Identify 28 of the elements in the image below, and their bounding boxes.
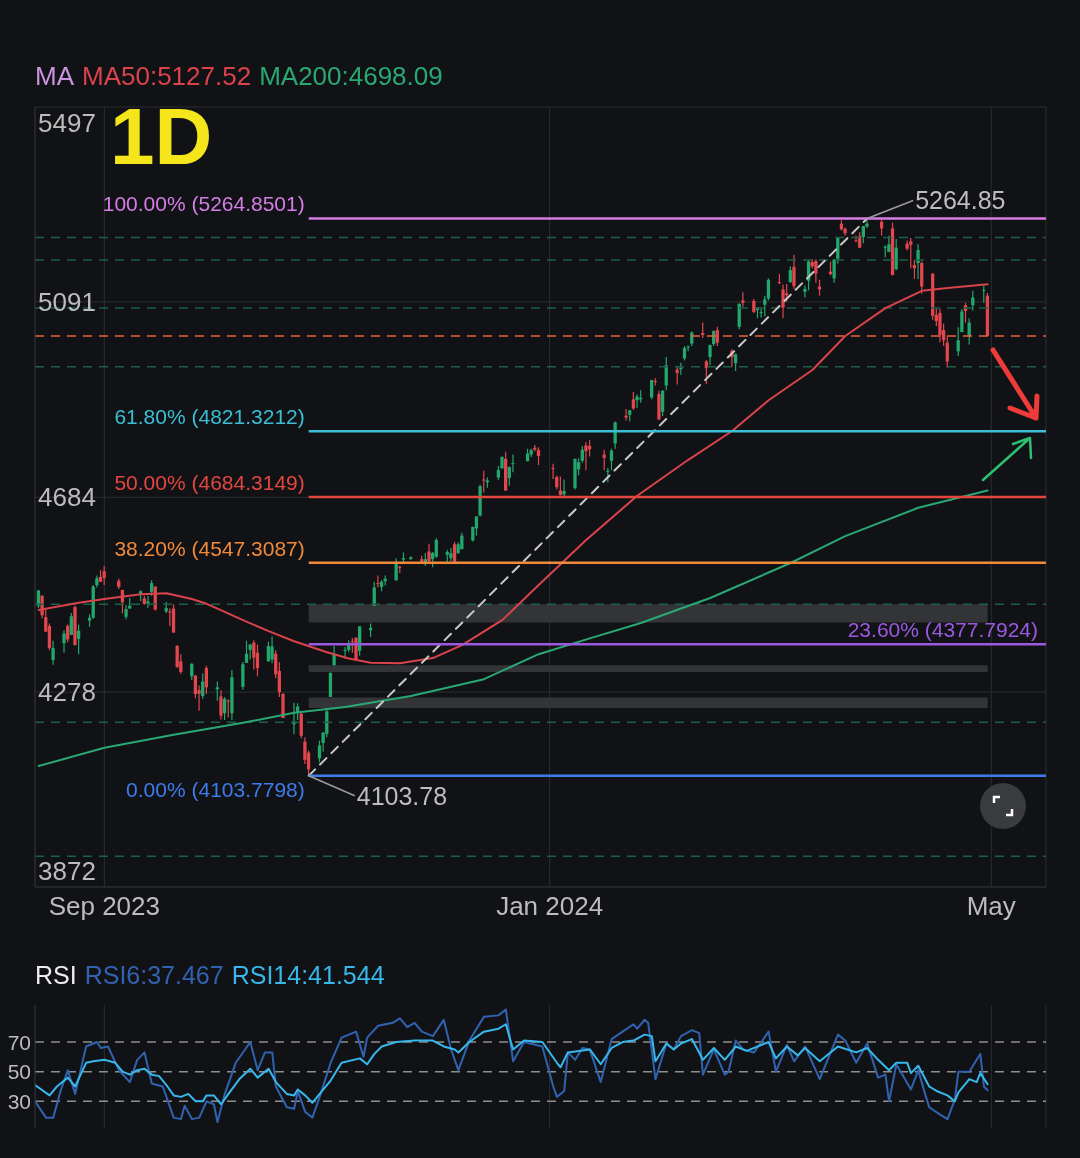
ref-line-label: 100.00% (5264.8501) xyxy=(102,192,305,216)
annotation: 5264.85 xyxy=(915,186,1006,215)
y-tick-label: 70 xyxy=(7,1030,31,1054)
ref-line-label: 0.00% (4103.7798) xyxy=(126,777,305,801)
ref-line-label: 50.00% (4684.3149) xyxy=(114,471,305,495)
text: RSI14:41.544 xyxy=(231,960,385,990)
line-series xyxy=(35,1008,989,1124)
text: MA50:5127.52 xyxy=(82,61,252,91)
line-series xyxy=(35,1023,989,1106)
y-tick-label: 5497 xyxy=(38,107,96,138)
x-tick-label: Jan 2024 xyxy=(496,891,604,922)
y-tick-label: 3872 xyxy=(38,856,96,887)
ref-line-label: 61.80% (4821.3212) xyxy=(114,405,305,429)
text: MA200:4698.09 xyxy=(259,61,443,91)
y-tick-label: 4684 xyxy=(38,482,96,513)
ref-line-label: 38.20% (4547.3087) xyxy=(114,536,305,560)
y-tick-label: 5091 xyxy=(38,286,96,317)
x-tick-label: May xyxy=(966,891,1016,922)
text: RSI6:37.467 xyxy=(84,960,224,990)
ref-line-label: 23.60% (4377.7924) xyxy=(847,618,1038,642)
x-tick-label: Sep 2023 xyxy=(48,891,161,922)
legend-title: MA xyxy=(35,61,74,91)
annotation: 4103.78 xyxy=(356,781,448,810)
y-tick-label: 4278 xyxy=(38,677,96,708)
annotation: 1D xyxy=(110,92,213,181)
legend-title: RSI xyxy=(35,960,77,990)
y-tick-label: 30 xyxy=(7,1089,31,1113)
y-tick-label: 50 xyxy=(7,1060,31,1084)
